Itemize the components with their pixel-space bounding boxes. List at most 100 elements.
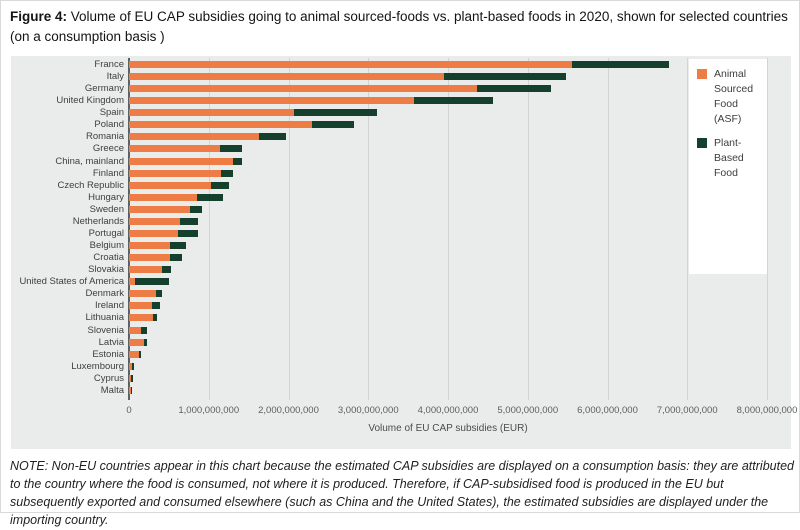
bar-segment-pbf[interactable] (139, 351, 141, 358)
bar-segment-asf[interactable] (129, 194, 197, 201)
bar-segment-asf[interactable] (129, 206, 190, 213)
gridline (448, 58, 449, 400)
x-tick-label: 2,000,000,000 (258, 405, 319, 416)
bar-segment-asf[interactable] (129, 97, 414, 104)
pbf-swatch-icon (697, 138, 707, 148)
bar-segment-pbf[interactable] (221, 170, 234, 177)
bar-segment-pbf[interactable] (170, 242, 186, 249)
legend-item-pbf[interactable]: Plant-Based Food (697, 136, 763, 181)
bar-row (129, 206, 202, 213)
gridline (608, 58, 609, 400)
bar-row (129, 302, 160, 309)
bar-segment-asf[interactable] (129, 133, 259, 140)
bar-segment-asf[interactable] (129, 121, 312, 128)
bar-segment-asf[interactable] (129, 158, 233, 165)
bar-segment-asf[interactable] (129, 218, 180, 225)
bar-row (129, 290, 162, 297)
bar-segment-asf[interactable] (129, 145, 220, 152)
gridline (767, 58, 768, 400)
bar-segment-asf[interactable] (129, 61, 572, 68)
bar-segment-asf[interactable] (129, 351, 139, 358)
bar-segment-pbf[interactable] (132, 363, 134, 370)
bar-segment-pbf[interactable] (312, 121, 354, 128)
bar-segment-pbf[interactable] (444, 73, 566, 80)
chart-panel: Volume of EU CAP subsidies (EUR) Animal … (11, 56, 791, 449)
country-label: France (11, 59, 124, 70)
bar-segment-asf[interactable] (129, 327, 141, 334)
bar-segment-pbf[interactable] (135, 278, 169, 285)
legend-item-asf[interactable]: Animal Sourced Food (ASF) (697, 67, 763, 127)
bar-row (129, 351, 141, 358)
bar-segment-asf[interactable] (129, 182, 211, 189)
bar-segment-asf[interactable] (129, 254, 170, 261)
bar-segment-asf[interactable] (129, 85, 477, 92)
bar-segment-pbf[interactable] (477, 85, 551, 92)
country-label: Belgium (11, 240, 124, 251)
bar-segment-asf[interactable] (129, 266, 162, 273)
bar-row (129, 85, 551, 92)
bar-row (129, 97, 493, 104)
bar-row (129, 218, 198, 225)
bar-row (129, 158, 242, 165)
country-label: Luxembourg (11, 361, 124, 372)
country-label: Sweden (11, 204, 124, 215)
legend-label-asf: Animal Sourced Food (ASF) (714, 67, 763, 127)
bar-segment-pbf[interactable] (414, 97, 493, 104)
bar-row (129, 314, 157, 321)
gridline (528, 58, 529, 400)
legend: Animal Sourced Food (ASF) Plant-Based Fo… (689, 59, 767, 274)
bar-segment-pbf[interactable] (294, 109, 377, 116)
country-label: Finland (11, 168, 124, 179)
bar-segment-pbf[interactable] (572, 61, 669, 68)
bar-segment-asf[interactable] (129, 314, 153, 321)
asf-swatch-icon (697, 69, 707, 79)
bar-segment-asf[interactable] (129, 73, 444, 80)
bar-segment-pbf[interactable] (180, 218, 198, 225)
country-label: Estonia (11, 349, 124, 360)
bar-segment-pbf[interactable] (211, 182, 229, 189)
bar-segment-pbf[interactable] (141, 327, 147, 334)
country-label: Poland (11, 119, 124, 130)
bar-segment-pbf[interactable] (156, 290, 162, 297)
bar-segment-pbf[interactable] (144, 339, 146, 346)
bar-segment-pbf[interactable] (197, 194, 223, 201)
country-label: Malta (11, 385, 124, 396)
bar-segment-pbf[interactable] (233, 158, 242, 165)
bar-row (129, 327, 147, 334)
country-label: Portugal (11, 228, 124, 239)
country-label: Hungary (11, 192, 124, 203)
bar-segment-asf[interactable] (129, 230, 178, 237)
x-tick-label: 5,000,000,000 (497, 405, 558, 416)
bar-row (129, 339, 147, 346)
bar-row (129, 73, 566, 80)
figure-title: Figure 4: Volume of EU CAP subsidies goi… (10, 7, 792, 48)
bar-segment-pbf[interactable] (220, 145, 242, 152)
bar-segment-asf[interactable] (129, 302, 152, 309)
bar-row (129, 182, 229, 189)
bar-segment-pbf[interactable] (162, 266, 171, 273)
bar-segment-asf[interactable] (129, 170, 221, 177)
x-tick-label: 4,000,000,000 (418, 405, 479, 416)
x-tick-label: 3,000,000,000 (338, 405, 399, 416)
bar-row (129, 61, 669, 68)
bar-segment-pbf[interactable] (178, 230, 198, 237)
bar-segment-pbf[interactable] (153, 314, 157, 321)
bar-segment-pbf[interactable] (152, 302, 160, 309)
x-tick-label: 6,000,000,000 (577, 405, 638, 416)
bar-segment-asf[interactable] (129, 242, 170, 249)
country-label: United States of America (11, 276, 124, 287)
country-label: Denmark (11, 288, 124, 299)
bar-segment-pbf[interactable] (259, 133, 286, 140)
country-label: Germany (11, 83, 124, 94)
bar-segment-asf[interactable] (129, 109, 294, 116)
bar-row (129, 109, 377, 116)
country-label: Cyprus (11, 373, 124, 384)
bar-segment-asf[interactable] (129, 339, 144, 346)
bar-segment-asf[interactable] (129, 290, 156, 297)
country-label: Greece (11, 143, 124, 154)
country-label: China, mainland (11, 156, 124, 167)
bar-segment-pbf[interactable] (190, 206, 202, 213)
country-label: Lithuania (11, 312, 124, 323)
bar-segment-pbf[interactable] (131, 375, 133, 382)
bar-segment-pbf[interactable] (170, 254, 182, 261)
